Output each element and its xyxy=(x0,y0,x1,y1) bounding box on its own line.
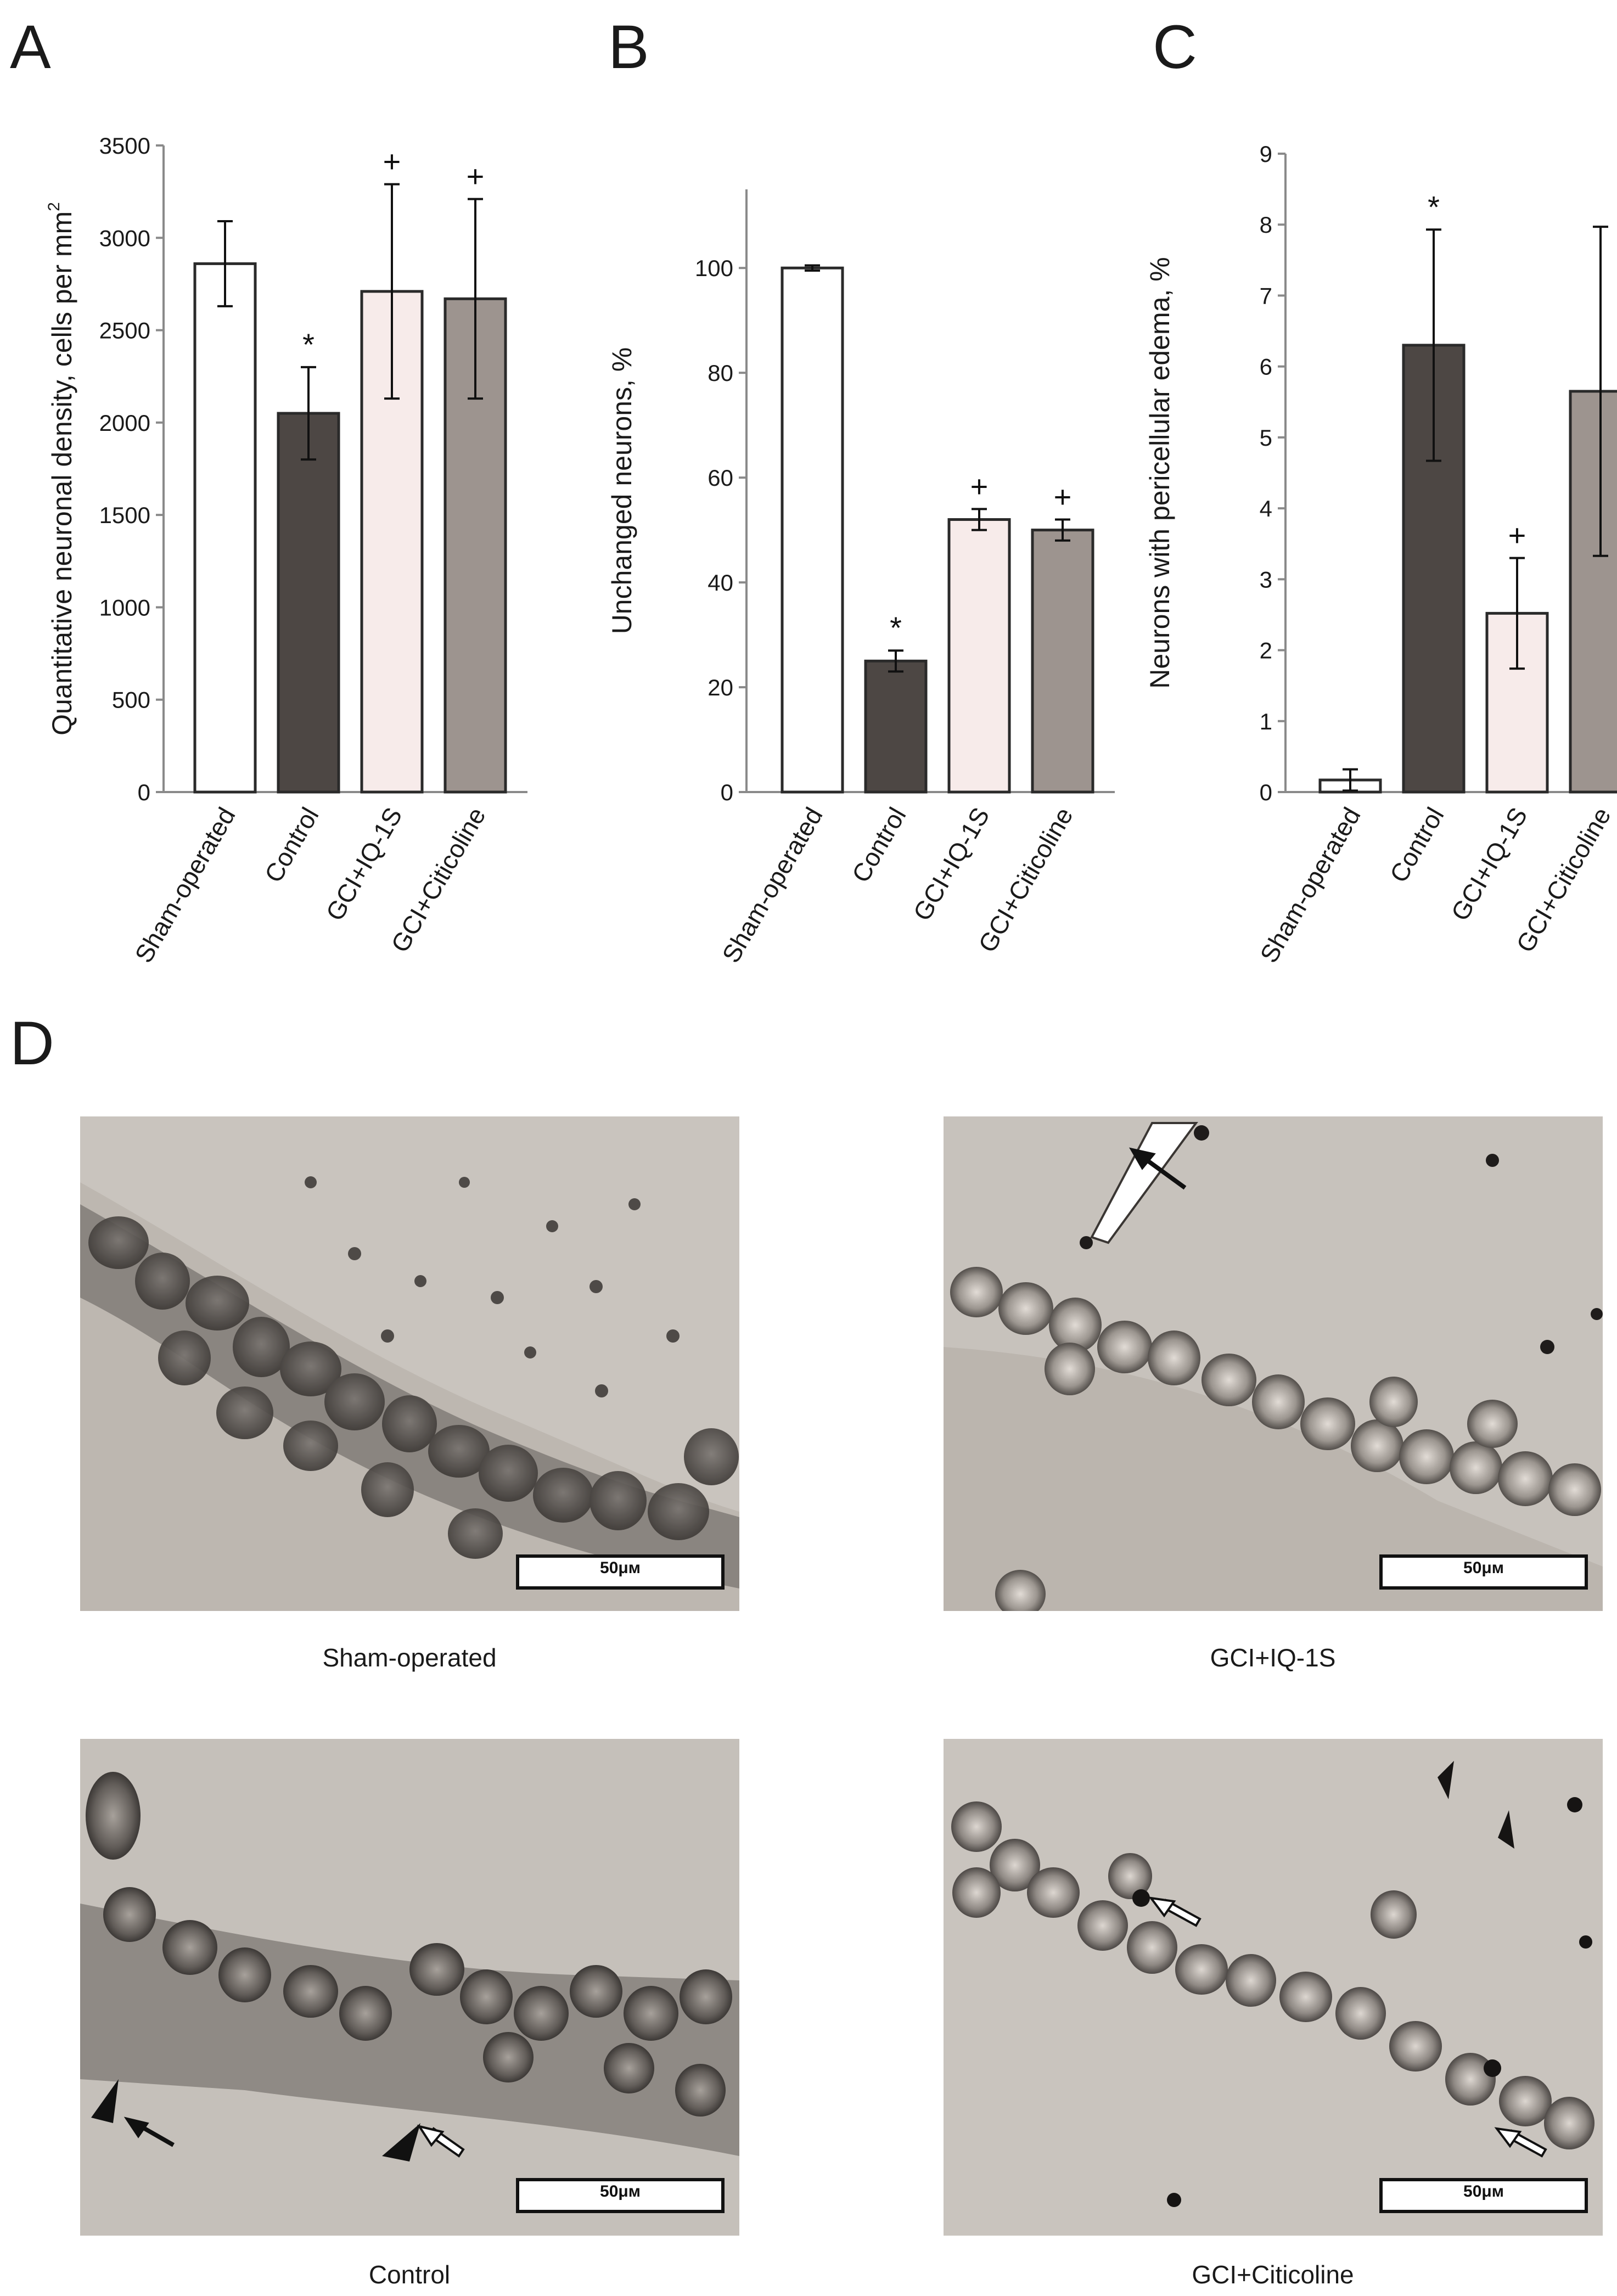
y-tick-label-a: 2500 xyxy=(99,318,150,344)
caption-sham-operated: Sham-operated xyxy=(322,1643,497,1672)
bar-c xyxy=(1569,390,1617,794)
category-label-c: Control xyxy=(1384,802,1449,887)
bar-a xyxy=(193,262,257,794)
category-label-c: Sham-operated xyxy=(1254,802,1366,968)
y-tick-label-a: 3000 xyxy=(99,225,150,251)
scale-bar-label: 50μм xyxy=(600,1559,641,1577)
significance-marker-a: * xyxy=(302,327,315,362)
significance-marker-c: + xyxy=(1508,518,1526,553)
bar-a xyxy=(360,290,424,794)
caption-gci-iq-1s: GCI+IQ-1S xyxy=(1210,1643,1336,1672)
y-tick-label-c: 6 xyxy=(1260,354,1272,380)
y-tick-label-c: 8 xyxy=(1260,212,1272,238)
panel-letter-d: D xyxy=(10,1009,54,1077)
panel-letter-b: B xyxy=(608,13,649,81)
y-tick-label-c: 7 xyxy=(1260,283,1272,308)
caption-gci-citicoline: GCI+Citicoline xyxy=(1192,2260,1354,2289)
micrograph-gci-iq-1s: 50μм xyxy=(944,1116,1603,1611)
scale-bar: 50μм xyxy=(516,2178,725,2213)
category-label-a: Control xyxy=(259,802,324,887)
y-tick-label-a: 3500 xyxy=(99,133,150,159)
y-tick-label-b: 100 xyxy=(695,255,733,281)
significance-marker-b: + xyxy=(970,469,989,503)
y-tick-label-a: 2000 xyxy=(99,410,150,436)
bar-b xyxy=(781,266,844,794)
scale-bar: 50μм xyxy=(1379,1554,1588,1590)
significance-marker-b: * xyxy=(890,610,902,645)
scale-bar-label: 50μм xyxy=(600,2182,641,2200)
category-label-a: Sham-operated xyxy=(129,802,241,968)
y-tick-label-c: 3 xyxy=(1260,566,1272,592)
y-tick-label-a: 1000 xyxy=(99,594,150,620)
category-label-a: GCI+IQ-1S xyxy=(320,802,407,925)
y-axis-label-a: Quantitative neuronal density, cells per… xyxy=(45,202,77,736)
micrograph-control: 50μм xyxy=(80,1739,739,2236)
y-tick-label-c: 0 xyxy=(1260,779,1272,805)
y-tick-label-b: 20 xyxy=(708,675,733,700)
significance-marker-a: + xyxy=(383,144,401,179)
category-label-b: Sham-operated xyxy=(716,802,828,968)
y-tick-label-c: 1 xyxy=(1260,709,1272,734)
micrograph-sham-operated: 50μм xyxy=(80,1116,739,1611)
significance-marker-c: * xyxy=(1428,189,1440,224)
scale-bar: 50μм xyxy=(1379,2178,1588,2213)
y-tick-label-a: 500 xyxy=(112,687,150,713)
category-label-b: GCI+IQ-1S xyxy=(907,802,995,925)
bar-b xyxy=(947,518,1011,794)
panel-letter-c: C xyxy=(1153,13,1197,81)
bar-b xyxy=(864,659,928,794)
y-tick-label-b: 80 xyxy=(708,360,733,386)
caption-control: Control xyxy=(368,2260,451,2289)
y-tick-label-c: 4 xyxy=(1260,496,1272,521)
micrograph-gci-citicoline: 50μм xyxy=(944,1739,1603,2236)
significance-marker-b: + xyxy=(1054,480,1072,514)
y-tick-label-b: 60 xyxy=(708,465,733,491)
category-label-c: GCI+IQ-1S xyxy=(1445,802,1532,925)
scale-bar: 50μм xyxy=(516,1554,725,1590)
y-axis-label-c: Neurons with pericellular edema, % xyxy=(1144,257,1175,688)
bar-charts: 0500100015002000250030003500Quantitative… xyxy=(45,133,1617,968)
significance-marker-a: + xyxy=(467,159,485,194)
y-tick-label-c: 2 xyxy=(1260,638,1272,664)
y-tick-label-a: 0 xyxy=(138,779,150,805)
category-label-b: Control xyxy=(846,802,911,887)
panel-letter-a: A xyxy=(10,13,51,81)
y-axis-label-b: Unchanged neurons, % xyxy=(607,347,637,635)
y-tick-label-c: 9 xyxy=(1260,141,1272,167)
y-tick-label-b: 40 xyxy=(708,570,733,596)
bar-b xyxy=(1031,529,1094,794)
y-tick-label-c: 5 xyxy=(1260,425,1272,451)
scale-bar-label: 50μм xyxy=(1463,2182,1504,2200)
y-tick-label-a: 1500 xyxy=(99,502,150,528)
bar-a xyxy=(277,412,340,794)
y-tick-label-b: 0 xyxy=(721,779,733,805)
y-axis-label-superscript-a: 2 xyxy=(45,202,63,211)
scale-bar-label: 50μм xyxy=(1463,1559,1504,1577)
